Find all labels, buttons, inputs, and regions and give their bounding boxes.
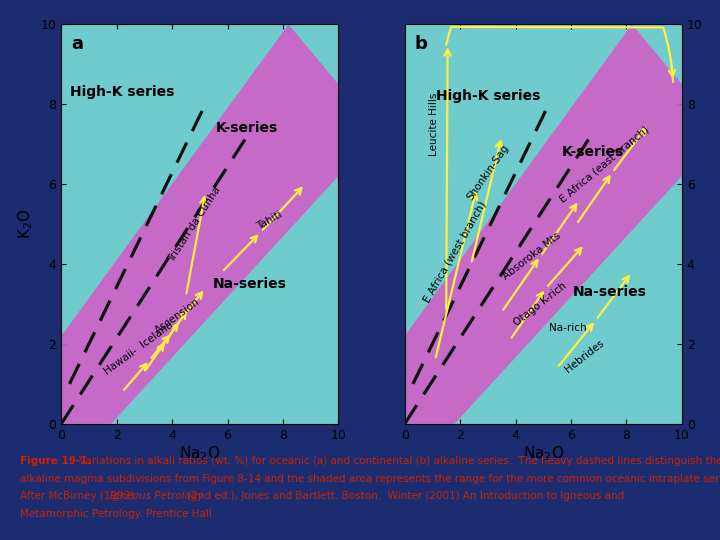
Text: b: b (414, 36, 427, 53)
Text: Igneous Petrology: Igneous Petrology (110, 491, 204, 502)
Text: E Africa (east branch): E Africa (east branch) (558, 124, 651, 204)
Text: Variations in alkali ratios (wt. %) for oceanic (a) and continental (b) alkaline: Variations in alkali ratios (wt. %) for … (79, 456, 720, 467)
Text: E Africa (west branch): E Africa (west branch) (421, 200, 487, 305)
Text: Otago K-rich: Otago K-rich (512, 280, 569, 328)
Text: K-series: K-series (562, 145, 624, 159)
Text: K-series: K-series (216, 121, 278, 135)
X-axis label: Na$_2$O: Na$_2$O (523, 444, 564, 463)
Text: Leucite Hills: Leucite Hills (428, 92, 438, 156)
Text: alkaline magma subdivisions from Figure 8-14 and the shaded area represents the : alkaline magma subdivisions from Figure … (20, 474, 720, 484)
Text: Metamorphic Petrology. Prentice Hall.: Metamorphic Petrology. Prentice Hall. (20, 509, 215, 519)
Text: Na-rich: Na-rich (549, 323, 587, 333)
Text: High-K series: High-K series (436, 89, 540, 103)
Text: High-K series: High-K series (70, 85, 174, 99)
Text: Hawaii-  Iceland: Hawaii- Iceland (102, 320, 176, 376)
Text: Ascension: Ascension (153, 296, 202, 335)
Polygon shape (61, 24, 338, 424)
Text: Na-series: Na-series (212, 277, 287, 291)
Text: Na-series: Na-series (573, 285, 647, 299)
Text: Tahiti: Tahiti (255, 209, 284, 231)
Text: Figure 19-1.: Figure 19-1. (20, 456, 91, 467)
Y-axis label: K$_2$O: K$_2$O (17, 209, 35, 239)
Text: (2nd ed.), Jones and Bartlett. Boston.  Winter (2001) An Introduction to Igneous: (2nd ed.), Jones and Bartlett. Boston. W… (184, 491, 624, 502)
X-axis label: Na$_2$O: Na$_2$O (179, 444, 220, 463)
Text: Hebrides: Hebrides (563, 338, 606, 374)
Text: Shonkin-Sag: Shonkin-Sag (465, 143, 510, 202)
Polygon shape (405, 24, 682, 424)
Text: Absoroka Mts: Absoroka Mts (501, 231, 563, 282)
Text: a: a (71, 36, 83, 53)
Text: Tristan da Cunha: Tristan da Cunha (167, 185, 223, 264)
Text: After McBirney (1993).: After McBirney (1993). (20, 491, 145, 502)
